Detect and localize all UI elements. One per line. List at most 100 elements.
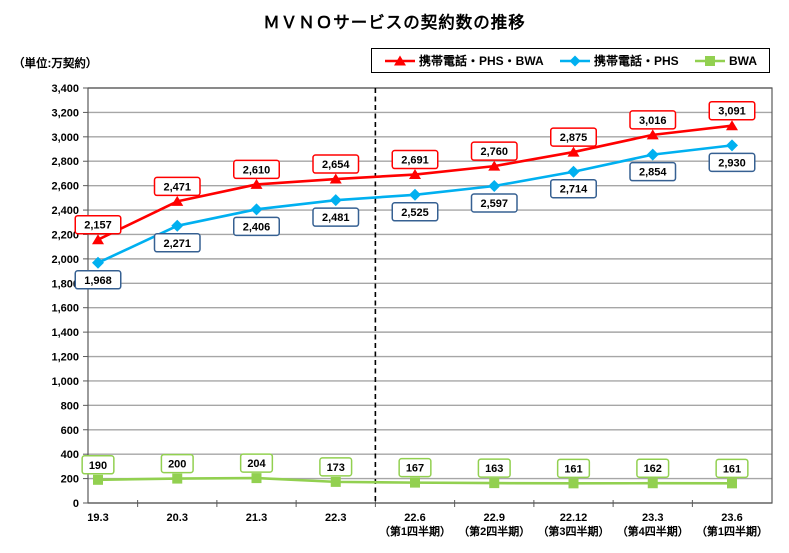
x-tick-sublabel: （第1四半期） xyxy=(379,524,451,538)
data-label: 3,016 xyxy=(639,115,667,127)
legend-item-bwa: BWA xyxy=(694,54,757,68)
data-label-box xyxy=(153,233,201,253)
square-marker-icon xyxy=(172,473,183,484)
data-label: 2,875 xyxy=(560,132,588,144)
y-tick-label: 400 xyxy=(61,449,79,461)
data-label: 200 xyxy=(168,459,186,471)
green-square-series-icon xyxy=(694,56,725,66)
data-label: 1,968 xyxy=(84,275,112,287)
x-tick-label: 22.9 xyxy=(484,512,505,524)
y-tick-label: 2,800 xyxy=(51,156,79,168)
diamond-marker-icon xyxy=(646,148,659,161)
diamond-marker-icon xyxy=(488,180,501,193)
chart-title: ＭＶＮＯサービスの契約数の推移 xyxy=(263,14,526,32)
data-label: 161 xyxy=(564,463,582,475)
data-label: 2,854 xyxy=(639,167,667,179)
y-tick-label: 1,200 xyxy=(51,352,79,364)
y-tick-label: 2,400 xyxy=(51,205,79,217)
red-triangle-series-icon xyxy=(385,55,415,66)
x-tick-sublabel: （第2四半期） xyxy=(458,524,530,538)
data-label-box xyxy=(239,453,274,473)
square-marker-icon xyxy=(489,478,500,489)
data-label: 2,157 xyxy=(84,220,112,232)
data-label-box xyxy=(153,176,201,197)
data-label: 204 xyxy=(247,458,266,470)
y-tick-label: 3,000 xyxy=(51,132,79,144)
data-label: 3,091 xyxy=(718,106,746,118)
plot-border xyxy=(87,87,773,504)
legend-item-mobile-phs-bwa: 携帯電話・PHS・BWA xyxy=(384,52,544,69)
y-tick-label: 2,000 xyxy=(51,254,79,266)
data-label-box xyxy=(556,458,591,479)
data-label-box xyxy=(398,457,432,478)
data-label: 190 xyxy=(89,460,107,472)
data-label: 2,471 xyxy=(163,181,191,193)
data-label: 173 xyxy=(327,462,345,474)
data-label-box xyxy=(477,458,511,478)
data-label: 167 xyxy=(406,463,424,475)
square-marker-icon xyxy=(251,473,262,484)
x-tick-label: 21.3 xyxy=(246,512,267,524)
triangle-marker-icon xyxy=(646,129,659,140)
data-label-box xyxy=(708,100,756,121)
square-marker-icon xyxy=(93,474,103,485)
diamond-marker-icon xyxy=(92,256,104,269)
data-label: 2,930 xyxy=(718,157,746,169)
data-label-box xyxy=(74,270,122,290)
triangle-marker-icon xyxy=(726,120,738,131)
data-label: 162 xyxy=(644,463,662,475)
data-label-box xyxy=(81,455,115,475)
data-label-box xyxy=(629,161,677,182)
diamond-marker-icon xyxy=(171,219,184,232)
data-label-box xyxy=(550,127,597,147)
data-label: 2,271 xyxy=(163,238,191,250)
triangle-marker-icon xyxy=(409,169,421,180)
triangle-marker-icon xyxy=(329,173,342,184)
y-tick-label: 1,400 xyxy=(51,327,79,339)
triangle-marker-icon xyxy=(171,195,184,206)
square-marker-icon xyxy=(330,476,341,487)
square-marker-icon xyxy=(568,478,579,489)
data-label-box xyxy=(74,214,122,235)
triangle-marker-icon xyxy=(567,146,580,157)
triangle-marker-icon xyxy=(92,234,104,245)
y-tick-label: 200 xyxy=(61,474,79,486)
diamond-marker-icon xyxy=(250,203,263,216)
y-tick-label: 2,200 xyxy=(51,229,79,241)
data-label: 2,714 xyxy=(560,184,588,196)
x-tick-label: 22.6 xyxy=(404,512,425,524)
data-label: 2,610 xyxy=(243,164,271,176)
data-label: 2,525 xyxy=(401,207,429,219)
data-label-box xyxy=(550,178,597,199)
data-label: 2,406 xyxy=(243,221,271,233)
y-tick-label: 2,600 xyxy=(51,181,79,193)
x-tick-sublabel: （第1四半期） xyxy=(696,524,768,538)
triangle-marker-icon xyxy=(488,160,501,171)
x-tick-sublabel: （第4四半期） xyxy=(617,524,689,538)
legend-item-mobile-phs: 携帯電話・PHS xyxy=(559,52,679,69)
data-label-box xyxy=(319,457,353,477)
data-label: 2,597 xyxy=(480,198,508,210)
y-tick-label: 3,200 xyxy=(51,107,79,119)
blue-diamond-series-icon xyxy=(559,55,590,67)
y-tick-label: 0 xyxy=(73,498,79,510)
diamond-marker-icon xyxy=(329,194,342,207)
data-label-box xyxy=(470,193,518,213)
diamond-marker-icon xyxy=(409,188,421,201)
data-label-box xyxy=(312,154,360,174)
data-label: 2,691 xyxy=(401,155,429,167)
triangle-marker-icon xyxy=(250,178,263,189)
y-tick-label: 1,600 xyxy=(51,303,79,315)
diamond-marker-icon xyxy=(567,165,580,178)
square-marker-icon xyxy=(410,477,420,488)
data-label: 2,760 xyxy=(480,146,508,158)
x-tick-label: 22.3 xyxy=(325,512,346,524)
legend: 携帯電話・PHS・BWA 携帯電話・PHS BWA xyxy=(371,48,770,73)
y-tick-label: 600 xyxy=(61,425,79,437)
data-label-box xyxy=(233,159,280,180)
y-tick-label: 800 xyxy=(61,400,79,412)
y-tick-label: 1,800 xyxy=(51,278,79,290)
square-marker-icon xyxy=(727,478,737,489)
x-tick-label: 20.3 xyxy=(167,512,188,524)
